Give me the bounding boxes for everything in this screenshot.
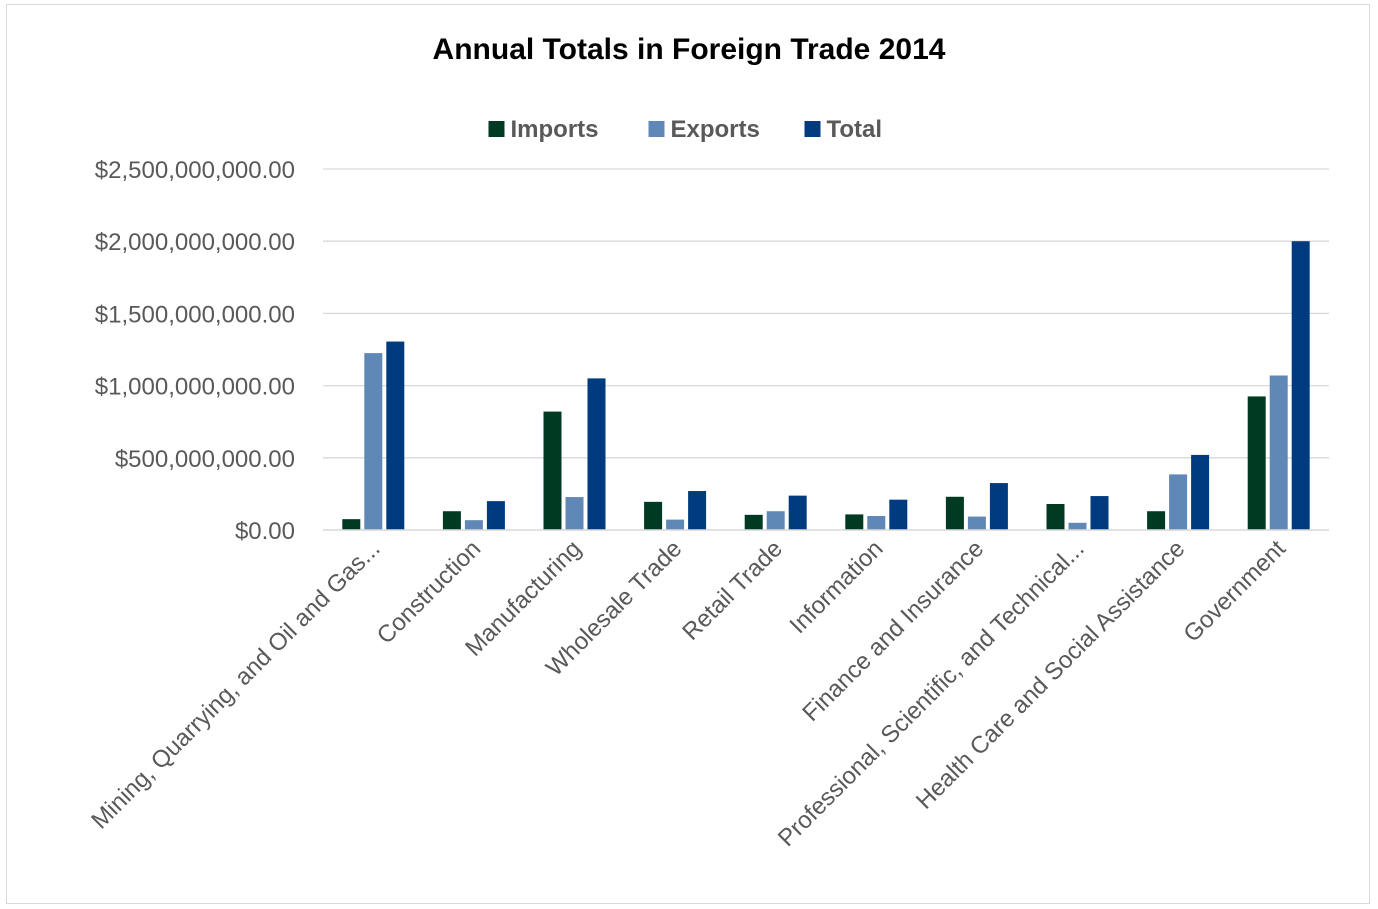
y-tick-label: $1,000,000,000.00 bbox=[95, 374, 295, 401]
bar-imports-7 bbox=[1046, 504, 1065, 530]
bar-total-6 bbox=[989, 483, 1008, 530]
bar-total-1 bbox=[486, 501, 505, 530]
legend-label-imports: Imports bbox=[511, 116, 599, 143]
bar-exports-0 bbox=[364, 353, 383, 530]
bar-exports-4 bbox=[766, 511, 785, 530]
bar-exports-7 bbox=[1068, 522, 1087, 530]
bar-exports-3 bbox=[666, 519, 685, 530]
chart-title: Annual Totals in Foreign Trade 2014 bbox=[433, 33, 946, 66]
legend-swatch-total bbox=[804, 121, 821, 137]
x-category-label: Finance and Insurance bbox=[797, 535, 989, 727]
bar-imports-5 bbox=[845, 514, 864, 530]
x-category-label: Mining, Quarrying, and Oil and Gas... bbox=[86, 535, 385, 834]
bar-total-4 bbox=[788, 495, 807, 530]
bar-imports-4 bbox=[744, 514, 763, 530]
bar-total-3 bbox=[688, 491, 707, 530]
bar-total-8 bbox=[1191, 454, 1210, 530]
bars bbox=[342, 241, 1310, 530]
bar-imports-8 bbox=[1147, 511, 1166, 530]
bar-imports-9 bbox=[1247, 396, 1266, 530]
x-axis-category-labels: Mining, Quarrying, and Oil and Gas...Con… bbox=[86, 535, 1291, 852]
bar-exports-5 bbox=[867, 515, 886, 530]
x-category-label: Government bbox=[1178, 535, 1291, 648]
gridlines bbox=[323, 168, 1329, 459]
y-axis-tick-labels: $0.00 $500,000,000.00 $1,000,000,000.00 $1,… bbox=[95, 157, 295, 545]
x-category-label: Retail Trade bbox=[677, 535, 788, 646]
bar-exports-2 bbox=[565, 497, 584, 530]
bar-imports-3 bbox=[644, 501, 663, 530]
bar-exports-9 bbox=[1269, 375, 1288, 530]
bar-exports-8 bbox=[1169, 474, 1188, 530]
legend-label-total: Total bbox=[827, 116, 883, 143]
legend-swatch-imports bbox=[488, 121, 505, 137]
chart-area: Annual Totals in Foreign Trade 2014 Impo… bbox=[6, 4, 1370, 904]
legend-swatch-exports bbox=[648, 121, 665, 137]
bar-exports-1 bbox=[464, 520, 483, 530]
bar-total-2 bbox=[587, 378, 606, 530]
y-tick-label: $0.00 bbox=[235, 518, 295, 545]
bar-imports-1 bbox=[442, 511, 461, 530]
bar-imports-2 bbox=[543, 411, 562, 530]
x-category-label: Construction bbox=[372, 535, 486, 649]
x-category-label: Information bbox=[785, 535, 889, 639]
bar-total-5 bbox=[889, 499, 908, 530]
bar-imports-6 bbox=[945, 496, 964, 530]
bar-total-9 bbox=[1291, 241, 1310, 530]
chart-svg: Annual Totals in Foreign Trade 2014 Impo… bbox=[86, 33, 1329, 852]
y-tick-label: $2,500,000,000.00 bbox=[95, 157, 295, 184]
bar-total-7 bbox=[1090, 496, 1109, 530]
legend-label-exports: Exports bbox=[671, 116, 760, 143]
bar-total-0 bbox=[386, 341, 405, 530]
y-tick-label: $1,500,000,000.00 bbox=[95, 301, 295, 328]
legend: Imports Exports Total bbox=[488, 116, 883, 143]
bar-exports-6 bbox=[967, 516, 986, 530]
bar-imports-0 bbox=[342, 519, 361, 530]
y-tick-label: $2,000,000,000.00 bbox=[95, 229, 295, 256]
y-tick-label: $500,000,000.00 bbox=[115, 446, 295, 473]
